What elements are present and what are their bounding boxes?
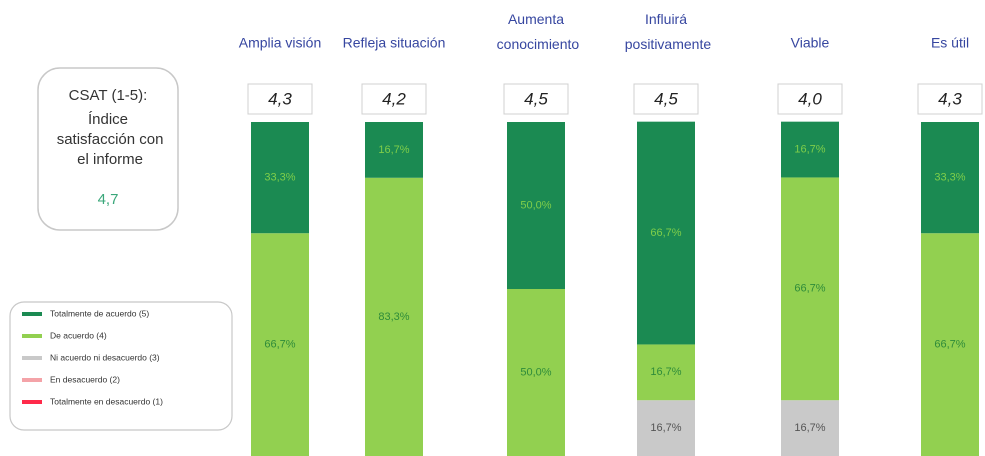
csat-title: CSAT (1-5): [69,87,148,104]
bar-segment [781,400,839,456]
average-label: 4,3 [938,89,962,108]
csat-value: 4,7 [98,191,119,208]
average-label: 4,5 [654,89,678,108]
segment-label: 66,7% [650,227,681,239]
bar-segment [251,122,309,234]
average-label: 4,2 [382,89,406,108]
segment-label: 16,7% [378,144,409,156]
segment-label: 33,3% [934,172,965,184]
average-label: 4,5 [524,89,548,108]
average-box [917,83,983,115]
segment-label: 50,0% [520,199,551,211]
bar-segment [637,121,695,345]
average-box [361,83,427,115]
bar-segment [637,344,695,401]
legend-label: Totalmente de acuerdo (5) [50,308,149,318]
category-label: Es útil [931,35,969,51]
legend-label: De acuerdo (4) [50,330,107,340]
legend-label: En desacuerdo (2) [50,374,120,384]
segment-label: 66,7% [264,339,295,351]
average-box [633,83,699,115]
bar-segment [921,233,979,456]
average-label: 4,3 [268,89,292,108]
legend-box [9,301,233,431]
legend-label: Totalmente en desacuerdo (1) [50,396,163,406]
bar-segment [781,177,839,401]
category-label: Aumenta conocimiento [493,11,580,52]
average-box [503,83,569,115]
bar-segment [507,122,565,289]
segment-label: 16,7% [794,143,825,155]
bar-segment [365,122,423,178]
csat-box [37,67,179,231]
bar-segment [365,177,423,456]
average-label: 4,0 [798,89,822,108]
bar-segment [251,233,309,456]
segment-label: 16,7% [650,422,681,434]
segment-label: 83,3% [378,311,409,323]
segment-label: 33,3% [264,172,295,184]
csat-description: Índice satisfacción con el informe [53,111,164,168]
average-box [247,83,313,115]
bar-segment [781,121,839,178]
segment-label: 16,7% [794,422,825,434]
legend-label: Ni acuerdo ni desacuerdo (3) [50,352,160,362]
segment-label: 50,0% [520,366,551,378]
bar-segment [637,400,695,456]
average-box [777,83,843,115]
category-label: Influirá positivamente [621,11,711,52]
segment-label: 66,7% [934,339,965,351]
segment-label: 16,7% [650,366,681,378]
bar-segment [507,289,565,456]
bar-segment [921,122,979,234]
category-label: Refleja situación [343,35,446,51]
category-label: Viable [791,35,830,51]
segment-label: 66,7% [794,283,825,295]
category-label: Amplia visión [239,35,321,51]
